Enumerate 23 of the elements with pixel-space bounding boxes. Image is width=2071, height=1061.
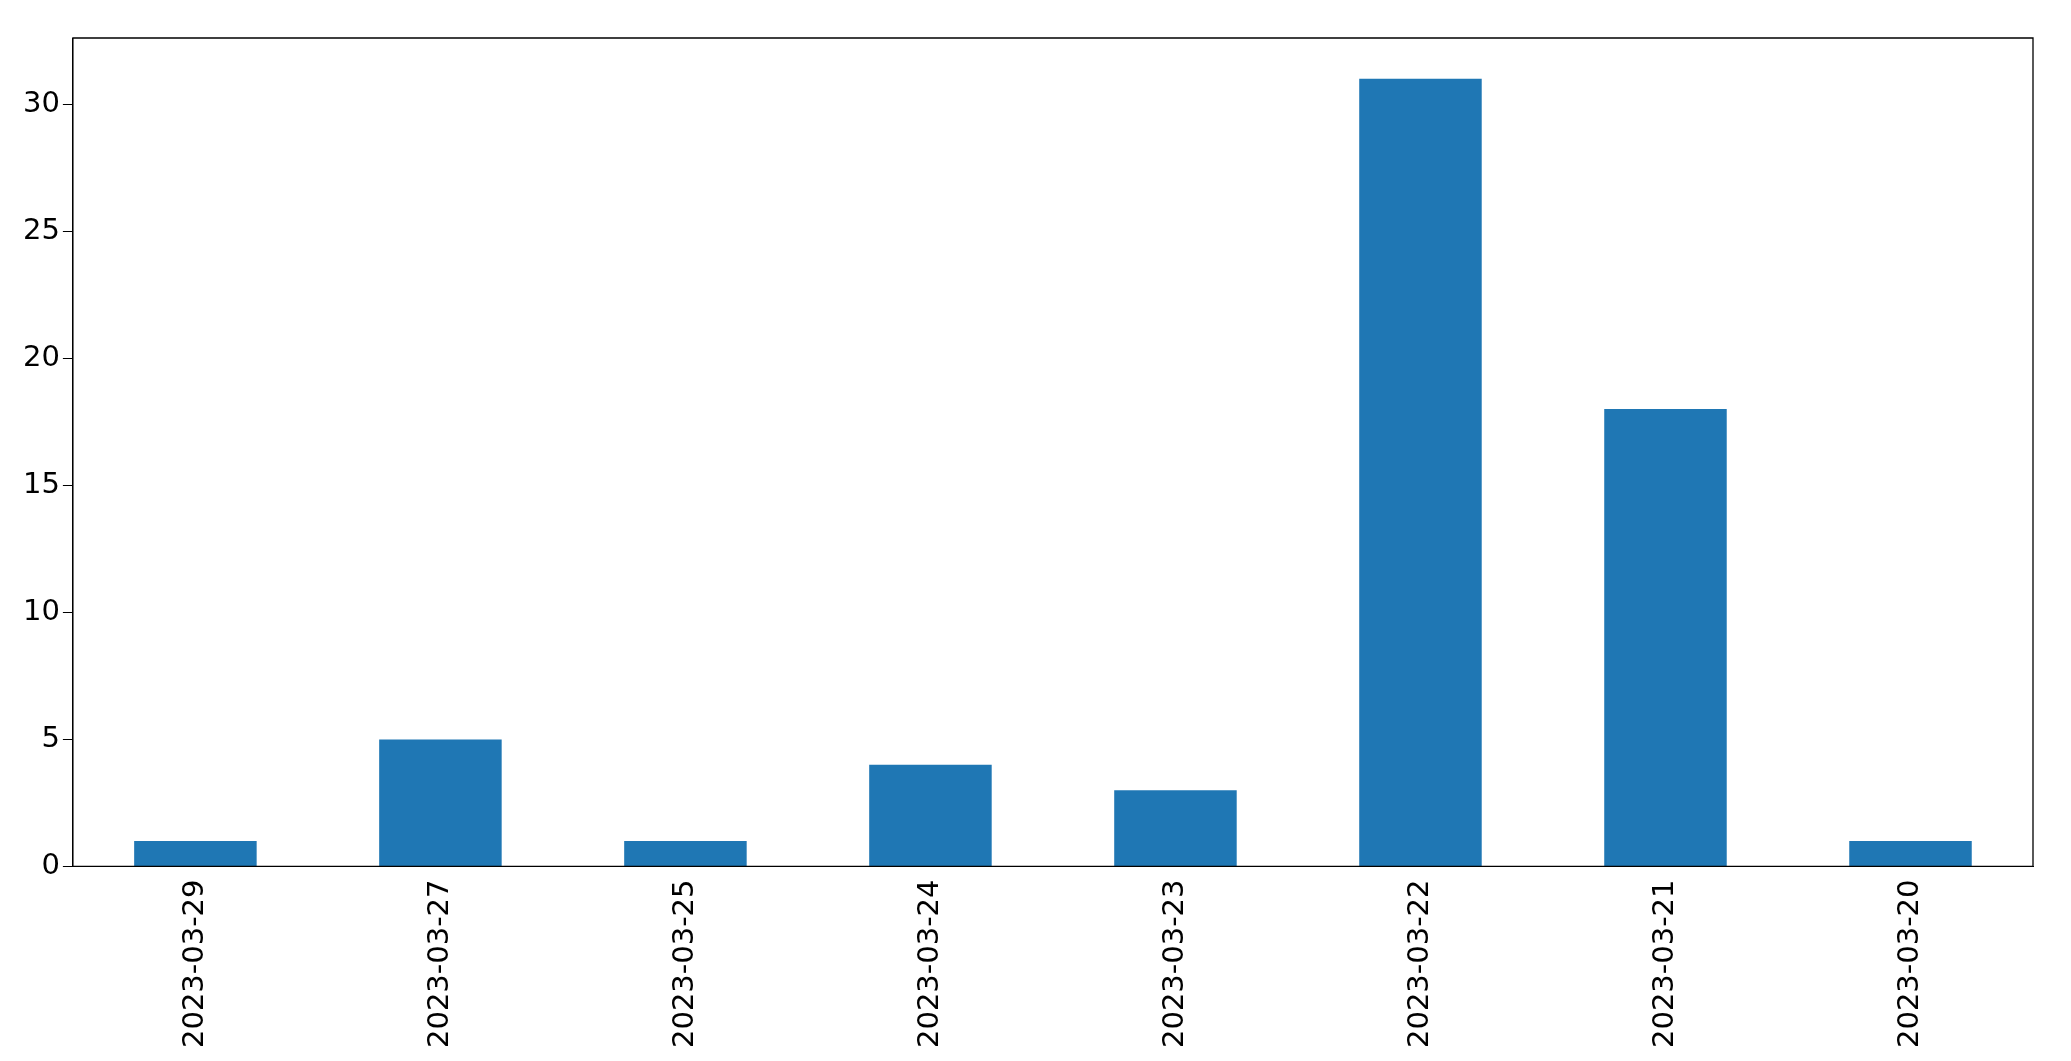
bar	[1604, 409, 1727, 866]
x-tick-label: 2023-03-29	[175, 879, 210, 1049]
x-tick-label: 2023-03-22	[1401, 879, 1435, 1049]
y-tick-label: 20	[23, 338, 60, 373]
y-tick-label: 0	[41, 847, 60, 881]
x-tick-label: 2023-03-24	[910, 879, 945, 1049]
bar	[379, 739, 502, 866]
bar	[624, 841, 747, 866]
bar	[1114, 790, 1237, 866]
y-tick-label: 10	[23, 592, 60, 627]
y-tick-label: 5	[41, 719, 60, 754]
x-tick-label: 2023-03-21	[1646, 879, 1681, 1049]
bar	[134, 841, 257, 866]
x-tick-label: 2023-03-27	[420, 879, 455, 1049]
y-tick-label: 15	[23, 465, 60, 500]
x-tick-label: 2023-03-25	[665, 879, 700, 1049]
bar	[1359, 78, 1482, 866]
bar	[1849, 841, 1972, 866]
x-tick-label: 2023-03-20	[1891, 879, 1926, 1049]
y-tick-label: 30	[23, 84, 60, 119]
y-tick-label: 25	[23, 211, 60, 246]
bar	[869, 764, 992, 866]
x-tick-label: 2023-03-23	[1155, 879, 1190, 1049]
